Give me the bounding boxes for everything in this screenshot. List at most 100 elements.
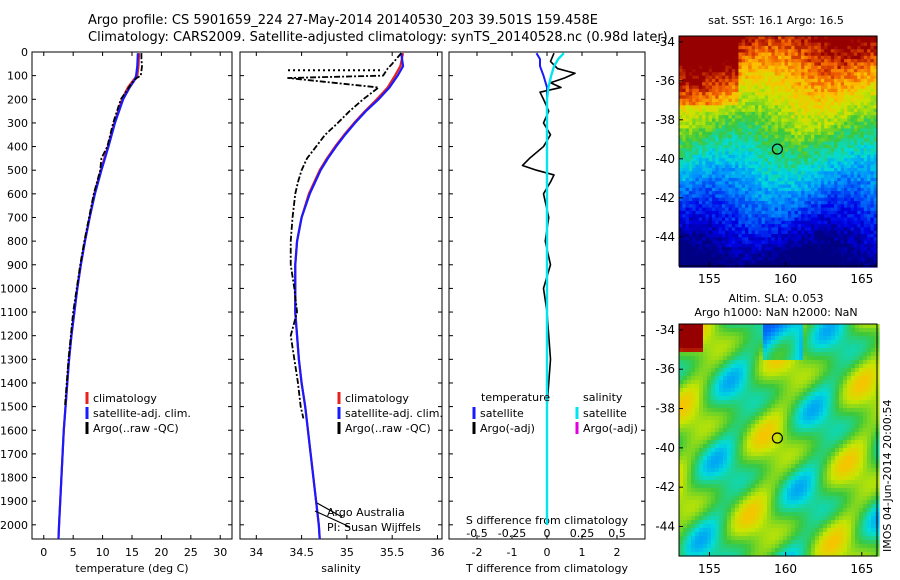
map-cell: [840, 88, 845, 93]
map-cell: [751, 108, 756, 113]
map-cell: [751, 250, 756, 255]
map-cell: [863, 344, 868, 349]
map-cell: [799, 324, 804, 329]
map-cell: [774, 105, 779, 110]
map-cell: [754, 128, 759, 133]
map-cell: [679, 344, 684, 349]
map-cell: [761, 171, 766, 176]
map-cell: [715, 59, 720, 63]
map-cell: [863, 247, 868, 252]
map-cell: [797, 105, 802, 110]
map-cell: [850, 88, 855, 93]
map-cell: [774, 42, 779, 47]
map-cell: [820, 141, 825, 146]
map-cell: [695, 243, 700, 248]
map-cell: [830, 98, 835, 103]
map-cell: [774, 181, 779, 186]
map-cell: [741, 108, 746, 113]
map-cell: [682, 161, 687, 166]
map-cell: [847, 121, 852, 126]
map-cell: [698, 250, 703, 255]
map-cell: [758, 154, 763, 159]
map-cell: [847, 135, 852, 139]
map-cell: [863, 171, 868, 176]
map-cell: [695, 250, 700, 255]
map-cell: [801, 82, 805, 87]
map-cell: [824, 204, 829, 209]
map-cell: [811, 148, 815, 153]
map-cell: [728, 234, 733, 238]
map-cell: [688, 98, 693, 103]
map-cell: [743, 360, 748, 365]
map-cell: [751, 59, 756, 63]
map-cell: [860, 98, 865, 103]
map-cell: [844, 260, 848, 265]
map-cell: [771, 234, 776, 238]
map-cell: [741, 75, 746, 80]
map-cell: [725, 72, 730, 77]
map-cell: [847, 115, 852, 120]
map-cell: [688, 45, 693, 50]
map-cell: [837, 240, 842, 245]
map-cell: [807, 197, 812, 202]
map-cell: [827, 253, 832, 258]
map-cell: [758, 201, 763, 205]
map-cell: [779, 328, 784, 333]
map-cell: [853, 121, 858, 126]
map-cell: [863, 204, 868, 209]
map-cell: [827, 118, 832, 123]
map-cell: [711, 344, 716, 349]
map-cell: [708, 177, 713, 182]
map-cell: [754, 148, 759, 153]
map-cell: [817, 177, 822, 182]
map-cell: [867, 144, 871, 149]
map-cell: [850, 95, 855, 100]
map-cell: [721, 111, 726, 116]
map-cell: [725, 191, 730, 195]
map-cell: [794, 125, 799, 129]
map-cell: [745, 72, 749, 77]
map-cell: [794, 204, 799, 209]
map-cell: [688, 243, 693, 248]
map-cell: [685, 207, 690, 212]
map-cell: [797, 230, 802, 235]
map-cell: [702, 148, 706, 153]
map-cell: [679, 82, 683, 87]
map-cell: [820, 78, 825, 83]
map-cell: [758, 253, 763, 258]
map-cell: [860, 154, 865, 159]
map-cell: [712, 171, 716, 176]
map-cell: [851, 356, 856, 361]
map-cell: [807, 95, 812, 100]
map-cell: [695, 42, 700, 47]
map-cell: [824, 69, 829, 73]
map-cell: [679, 75, 683, 80]
map-cell: [751, 181, 756, 186]
map-cell: [778, 201, 782, 205]
map-cell: [794, 177, 799, 182]
map-cell: [834, 214, 838, 219]
map-cell: [692, 240, 697, 245]
map-cell: [682, 59, 687, 63]
map-cell: [758, 111, 763, 116]
map-cell: [781, 131, 786, 136]
map-cell: [715, 181, 720, 186]
map-cell: [745, 237, 749, 242]
map-cell: [712, 125, 716, 129]
map-cell: [728, 72, 733, 77]
map-cell: [824, 154, 829, 159]
map-cell: [860, 62, 865, 67]
map-cell: [870, 131, 875, 136]
map-cell: [748, 227, 753, 232]
map-cell: [811, 201, 815, 205]
map-cell: [827, 72, 832, 77]
map-cell: [692, 168, 697, 172]
map-cell: [751, 260, 756, 265]
map-cell: [731, 161, 736, 166]
map-cell: [781, 168, 786, 172]
map-cell: [715, 69, 720, 73]
map-cell: [748, 210, 753, 215]
map-cell: [758, 164, 763, 169]
map-cell: [718, 85, 723, 90]
map-cell: [712, 207, 716, 212]
